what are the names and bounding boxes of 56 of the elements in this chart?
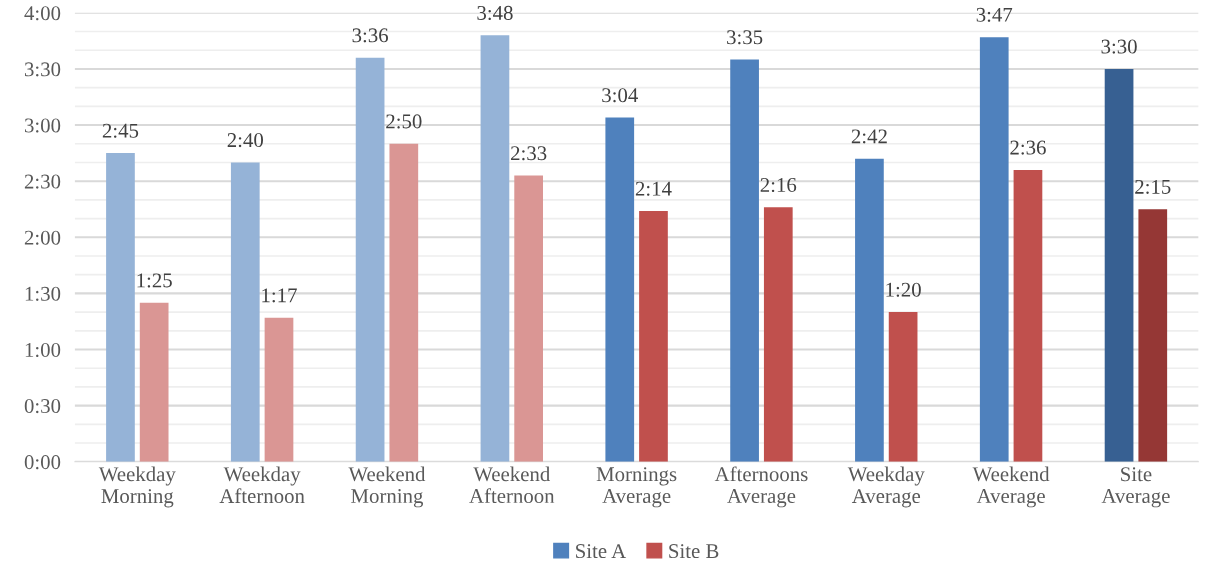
legend-label: Site A (576, 544, 627, 559)
bar (389, 143, 419, 462)
x-tick-label: Weekday Average (847, 466, 925, 508)
bar (514, 175, 543, 462)
data-label: 2:45 (102, 123, 139, 138)
bar (763, 207, 793, 462)
y-tick-label: 3:30 (24, 62, 61, 77)
data-label: 1:17 (262, 288, 297, 303)
bar (139, 302, 169, 462)
data-label: 3:36 (352, 28, 389, 43)
legend-label: Site B (669, 544, 719, 559)
x-tick-label: Weekend Afternoon (469, 466, 555, 504)
bar (480, 35, 510, 462)
data-label: 2:36 (1010, 140, 1046, 155)
data-label: 3:35 (727, 30, 763, 45)
x-tick-label: Mornings Average (596, 467, 677, 508)
bar (355, 57, 385, 462)
data-label: 2:42 (851, 129, 887, 144)
bar (730, 59, 759, 462)
bar (605, 117, 635, 462)
y-tick-label: 2:30 (24, 174, 61, 189)
data-label: 2:14 (635, 181, 672, 196)
data-label: 3:48 (477, 5, 513, 21)
y-tick-label: 0:30 (24, 399, 61, 414)
data-label: 2:33 (511, 146, 547, 161)
y-tick-label: 1:30 (25, 286, 61, 301)
y-tick-label: 0:00 (24, 455, 61, 470)
bar (230, 162, 260, 462)
data-label: 3:30 (1101, 39, 1137, 54)
y-tick-label: 1:00 (25, 342, 61, 358)
x-tick-label: Weekend Average (972, 466, 1050, 508)
bar (979, 37, 1009, 462)
bar (888, 312, 918, 462)
x-tick-label: Weekend Morning (348, 466, 426, 508)
data-label: 1:20 (886, 282, 921, 297)
bar (1104, 68, 1134, 462)
bar (639, 211, 668, 462)
bar (106, 153, 135, 462)
data-label: 2:50 (386, 114, 422, 129)
data-label: 3:04 (602, 88, 638, 103)
x-tick-label: Afternoons Average (714, 466, 808, 508)
bar (1138, 209, 1168, 462)
data-label: 2:40 (227, 133, 264, 148)
data-label: 3:47 (976, 7, 1013, 22)
data-label: 1:25 (137, 273, 172, 288)
bar (264, 317, 294, 462)
x-tick-label: Weekday Morning (98, 466, 176, 508)
data-label: 2:16 (760, 178, 797, 193)
y-tick-label: 3:00 (24, 118, 61, 133)
bar (855, 158, 884, 462)
x-tick-label: Site Average (1101, 467, 1170, 508)
data-label: 2:15 (1135, 179, 1171, 194)
x-tick-label: Weekday Afternoon (219, 466, 305, 504)
bar (1013, 169, 1043, 462)
y-tick-label: 2:00 (24, 230, 61, 245)
y-tick-label: 4:00 (24, 6, 61, 21)
